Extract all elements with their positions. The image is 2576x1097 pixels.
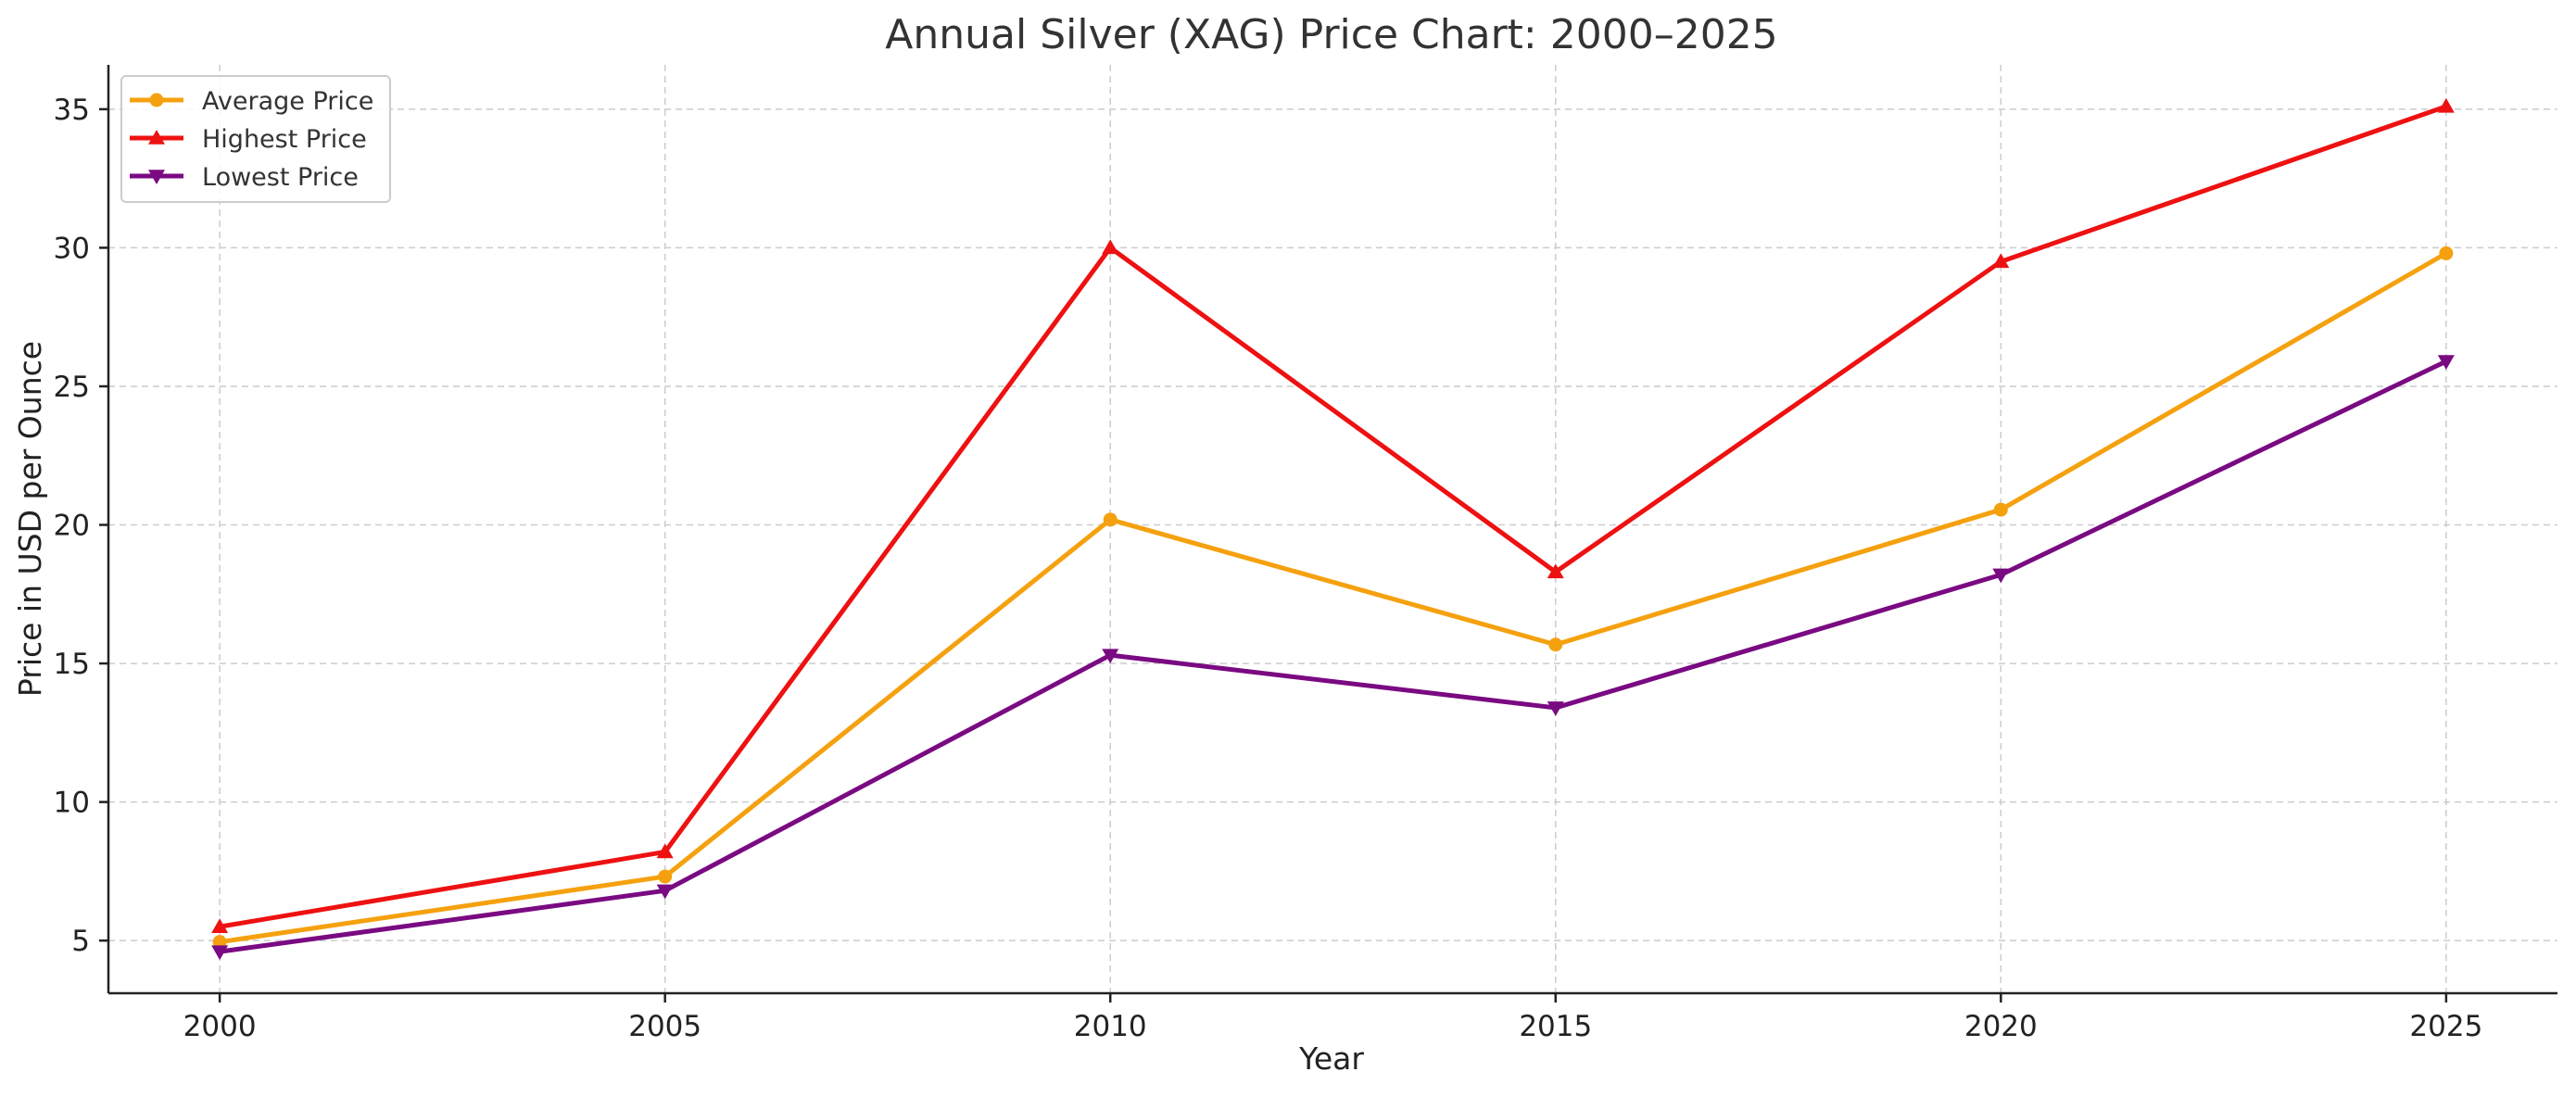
y-tick-label: 35 <box>54 94 90 127</box>
average-price-point <box>1993 502 2008 517</box>
legend-swatch-marker <box>149 93 164 107</box>
legend-label: Lowest Price <box>202 163 359 192</box>
average-price-series <box>212 246 2454 950</box>
lowest-price-point <box>211 945 229 961</box>
legend-items: Average Price Highest Price Lowest Price <box>130 87 373 192</box>
average-price-line <box>217 250 2449 945</box>
x-tick-label: 2000 <box>183 1010 257 1043</box>
highest-price-point <box>1992 253 2010 269</box>
x-tick-label: 2020 <box>1964 1010 2038 1043</box>
lowest-price-line <box>217 359 2449 954</box>
lowest-price-point <box>2437 355 2455 371</box>
legend-swatch-marker <box>148 130 165 145</box>
legend-item-highest-price: Highest Price <box>130 125 367 154</box>
legend-label: Highest Price <box>202 125 367 154</box>
highest-price-point <box>211 918 229 933</box>
legend: Average Price Highest Price Lowest Price <box>120 75 391 203</box>
x-axis-label: Year <box>1298 1040 1364 1077</box>
highest-price-point <box>1547 563 1564 579</box>
y-axis-label: Price in USD per Ounce <box>12 341 48 697</box>
y-tick-label: 20 <box>54 510 90 543</box>
x-tick-label: 2010 <box>1074 1010 1147 1043</box>
lowest-price-point <box>1102 649 1119 664</box>
legend-swatch-marker <box>148 170 165 184</box>
grid-layer <box>108 65 2557 993</box>
x-tick-label: 2005 <box>628 1010 701 1043</box>
highest-price-point <box>2437 97 2455 113</box>
highest-price-series <box>211 97 2455 933</box>
x-tick-label: 2025 <box>2409 1010 2482 1043</box>
y-tick-label: 5 <box>71 925 90 958</box>
y-tick-label: 30 <box>54 232 90 265</box>
lowest-price-point <box>1992 568 2010 584</box>
average-price-point <box>658 869 673 884</box>
lowest-price-series <box>211 355 2455 961</box>
highest-price-point <box>1102 239 1119 255</box>
x-tick-label: 2015 <box>1519 1010 1592 1043</box>
legend-item-average-price: Average Price <box>130 87 373 116</box>
average-price-point <box>1103 512 1118 527</box>
average-price-point <box>2439 246 2454 260</box>
legend-label: Average Price <box>202 87 373 116</box>
legend-item-lowest-price: Lowest Price <box>130 163 359 192</box>
lowest-price-point <box>1547 701 1564 716</box>
chart-title: Annual Silver (XAG) Price Chart: 2000–20… <box>885 11 1777 58</box>
y-tick-label: 25 <box>54 371 90 404</box>
highest-price-point <box>656 843 674 859</box>
highest-price-line <box>217 104 2449 929</box>
y-tick-label: 10 <box>54 787 90 820</box>
axes-layer <box>107 65 2557 995</box>
legend-box <box>120 75 391 203</box>
series-layer <box>211 97 2455 961</box>
average-price-point <box>1548 637 1563 652</box>
y-tick-label: 15 <box>54 648 90 681</box>
lowest-price-point <box>656 884 674 900</box>
